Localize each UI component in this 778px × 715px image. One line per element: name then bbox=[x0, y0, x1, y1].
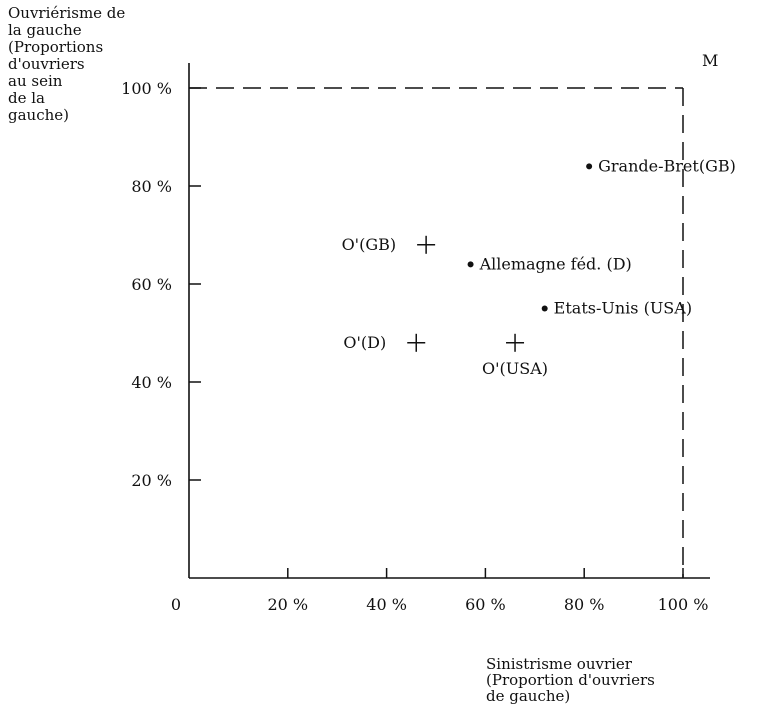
y-tick-label: 60 % bbox=[131, 275, 172, 294]
data-point-label: O'(GB) bbox=[342, 235, 397, 254]
x-axis-title-line: (Proportion d'ouvriers bbox=[486, 671, 655, 689]
data-points: Grande-Bret(GB) Allemagne féd. (D) Etats-U… bbox=[342, 156, 736, 377]
x-tick-label: 40 % bbox=[366, 595, 407, 614]
y-axis-title-line: d'ouvriers bbox=[8, 55, 85, 73]
data-point-label: Grande-Bret(GB) bbox=[598, 156, 736, 175]
data-point-label: O'(D) bbox=[343, 333, 386, 352]
origin-label: 0 bbox=[171, 595, 181, 614]
y-tick-label: 40 % bbox=[131, 373, 172, 392]
data-point-dot bbox=[541, 305, 548, 312]
data-point-label: O'(USA) bbox=[482, 359, 548, 378]
y-tick-label: 20 % bbox=[131, 471, 172, 490]
y-axis-title-line: au sein bbox=[8, 72, 63, 90]
data-point-dot bbox=[467, 261, 474, 268]
data-point-dot bbox=[586, 163, 593, 170]
y-tick-label: 100 % bbox=[121, 79, 172, 98]
x-axis-title: Sinistrisme ouvrier(Proportion d'ouvrier… bbox=[486, 655, 655, 705]
y-axis-title-line: la gauche bbox=[8, 21, 82, 39]
x-tick-label: 100 % bbox=[658, 595, 709, 614]
data-point-label: Etats-Unis (USA) bbox=[554, 299, 692, 318]
axis-ticks: 20 % 40 % 60 % 80 % 100 % 20 % 40 % 60 % 80 % 100… bbox=[121, 79, 708, 614]
y-axis-title-line: (Proportions bbox=[8, 38, 103, 56]
x-tick-label: 60 % bbox=[465, 595, 506, 614]
reference-box bbox=[189, 87, 684, 578]
y-axis-title-line: Ouvriérisme de bbox=[8, 4, 125, 22]
x-axis-title-line: de gauche) bbox=[486, 687, 570, 705]
x-axis-title-line: Sinistrisme ouvrier bbox=[486, 655, 633, 673]
reference-point-label: M bbox=[702, 51, 718, 70]
y-axis-title-line: gauche) bbox=[8, 106, 69, 124]
y-axis-title-line: de la bbox=[8, 89, 45, 107]
x-tick-label: 80 % bbox=[564, 595, 605, 614]
data-point-label: Allemagne féd. (D) bbox=[479, 254, 632, 273]
x-tick-label: 20 % bbox=[267, 595, 308, 614]
y-tick-label: 80 % bbox=[131, 177, 172, 196]
